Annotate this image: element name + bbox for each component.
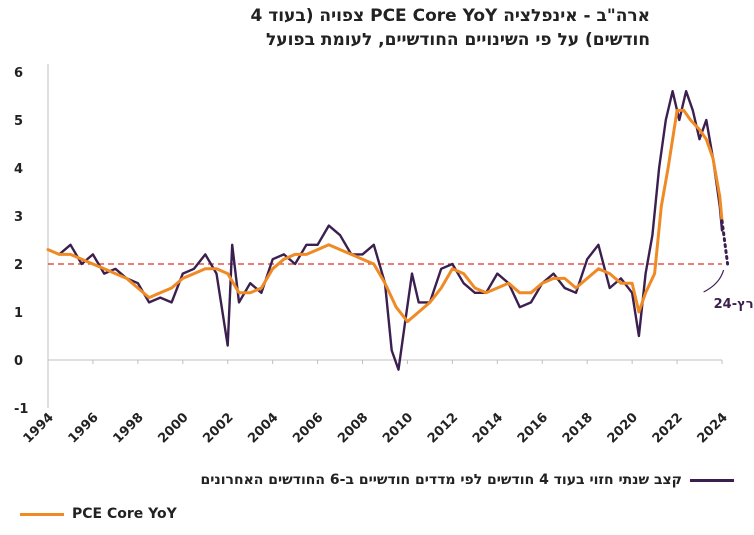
legend-label-forecast: קצב שנתי חזוי בעוד 4 חודשים לפי מדדים חו… bbox=[200, 472, 682, 488]
chart-series bbox=[46, 89, 730, 371]
actual-series-line bbox=[46, 108, 724, 324]
x-tick-label: 2024 bbox=[695, 410, 731, 446]
chart-title: ארה"ב - אינפלציה PCE Core YoY צפויה (בעו… bbox=[20, 4, 650, 52]
chart-title-line2: חודשים) על פי השינויים החודשיים, לעומת ב… bbox=[265, 30, 650, 50]
forecast-series-line bbox=[46, 89, 724, 371]
x-tick-label: 2002 bbox=[200, 410, 236, 446]
x-tick-label: 1996 bbox=[66, 410, 102, 446]
y-tick-label: 1 bbox=[14, 306, 23, 321]
chart-annotation: מרץ-24 bbox=[703, 269, 754, 312]
x-tick-label: 2022 bbox=[650, 410, 686, 446]
x-tick-label: 2008 bbox=[335, 410, 371, 446]
y-tick-label: 5 bbox=[14, 114, 23, 129]
chart-title-line1: ארה"ב - אינפלציה PCE Core YoY צפויה (בעו… bbox=[250, 6, 650, 26]
y-tick-label: 2 bbox=[14, 258, 23, 273]
x-tick-label: 2006 bbox=[290, 410, 326, 446]
x-tick-label: 2012 bbox=[425, 410, 461, 446]
x-tick-label: 2014 bbox=[470, 410, 506, 446]
annotation-arrow bbox=[703, 269, 725, 293]
annotation-label: מרץ-24 bbox=[714, 297, 754, 312]
y-tick-label: 4 bbox=[14, 162, 23, 177]
y-tick-label: 3 bbox=[14, 210, 23, 225]
x-tick-label: 2010 bbox=[380, 410, 416, 446]
x-tick-label: 2004 bbox=[245, 410, 281, 446]
x-tick-label: 1998 bbox=[111, 410, 147, 446]
legend-label-actual: PCE Core YoY bbox=[72, 506, 177, 522]
projection-dotted-line bbox=[720, 219, 730, 266]
legend-swatch-forecast bbox=[690, 478, 734, 482]
y-tick-label: -1 bbox=[14, 402, 28, 417]
y-tick-label: 6 bbox=[14, 66, 23, 81]
legend-item-actual: PCE Core YoY bbox=[20, 502, 177, 526]
x-tick-label: 2000 bbox=[155, 410, 191, 446]
y-tick-label: 0 bbox=[14, 354, 23, 369]
x-tick-label: 2016 bbox=[515, 410, 551, 446]
x-tick-label: 2018 bbox=[560, 410, 596, 446]
legend-swatch-actual bbox=[20, 512, 64, 516]
legend-item-forecast: קצב שנתי חזוי בעוד 4 חודשים לפי מדדים חו… bbox=[201, 468, 734, 492]
x-tick-label: 2020 bbox=[605, 410, 641, 446]
